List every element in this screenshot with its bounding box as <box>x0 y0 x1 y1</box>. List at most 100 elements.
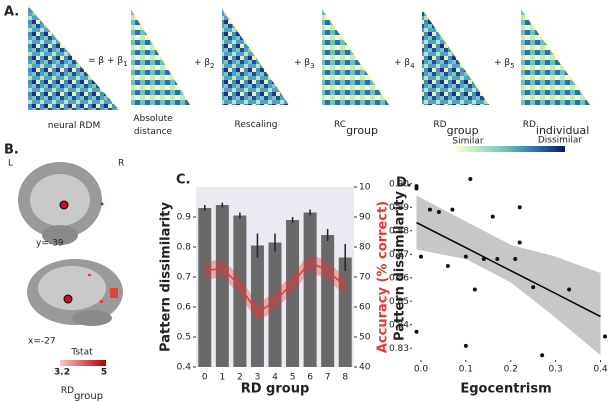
subscript: 2 <box>210 62 214 70</box>
y-tick-label: 0.6 <box>177 303 192 313</box>
page: A.neural RDMAbsolutedistanceRescalingRCg… <box>0 0 611 402</box>
y-tick-label: 0.90 <box>389 179 409 189</box>
x-axis-title: Egocentrism <box>460 382 551 397</box>
text-part: = β + β <box>88 56 123 66</box>
point <box>567 288 571 292</box>
x-tick-label: 0.1 <box>459 365 473 375</box>
operator: + β2 <box>194 58 215 71</box>
x-tick-label: 7 <box>325 373 331 383</box>
point <box>414 330 418 334</box>
x-tick-label: 0.0 <box>414 365 429 375</box>
x-tick-label: 0.3 <box>548 365 562 375</box>
bar <box>216 205 229 367</box>
text-part: + β <box>294 58 310 68</box>
matrix-label: Rescaling <box>235 120 278 130</box>
text-line: distance <box>134 127 173 137</box>
hemisphere-label: R <box>118 159 124 169</box>
y2-tick-label: 60 <box>359 303 371 313</box>
operator: + β5 <box>494 58 515 71</box>
point <box>482 257 486 261</box>
colorbar-tick: 5 <box>101 368 107 378</box>
bar <box>321 235 334 367</box>
x-tick-label: 8 <box>342 373 348 383</box>
y-axis-title: Pattern dissimilarity <box>159 202 174 352</box>
point <box>419 255 423 259</box>
panel-label: A. <box>4 5 19 20</box>
point <box>518 205 522 209</box>
panel-label: C. <box>176 173 190 188</box>
point <box>450 208 454 212</box>
subscript: 3 <box>310 62 314 70</box>
colorbar-label: Dissimilar <box>538 136 583 146</box>
subscript: 1 <box>123 60 127 68</box>
point <box>531 285 535 289</box>
matrix-label: RDgroup <box>433 120 478 137</box>
text-line: Rescaling <box>235 120 278 130</box>
text-part: + β <box>394 58 410 68</box>
point <box>437 210 441 214</box>
matrix-label: RDindividual <box>523 120 590 137</box>
point <box>446 264 450 268</box>
text-line: RD <box>523 120 536 130</box>
x-tick-label: 0 <box>202 373 208 383</box>
x-tick-label: 0.4 <box>593 365 608 375</box>
text-line: RD <box>433 120 446 130</box>
confidence-band <box>416 196 600 356</box>
y-tick-label: 0.8 <box>177 243 192 253</box>
text-line: Absolute <box>133 114 173 124</box>
point <box>513 257 517 261</box>
y-tick-label: 0.9 <box>177 213 192 223</box>
panel-label: B. <box>4 143 19 158</box>
operator: + β4 <box>394 58 415 71</box>
figure: A.neural RDMAbsolutedistanceRescalingRCg… <box>0 0 611 402</box>
similarity-colorbar <box>455 146 565 152</box>
y-tick-label: 0.83 <box>389 344 409 354</box>
y2-tick-label: 80 <box>359 243 371 253</box>
text-line: RC <box>334 120 346 130</box>
colorbar-label: Similar <box>452 137 483 147</box>
point <box>603 335 607 339</box>
point <box>491 215 495 219</box>
bar <box>198 208 211 367</box>
point <box>473 288 477 292</box>
y2-tick-label: 90 <box>359 213 371 223</box>
point <box>464 344 468 348</box>
brain-images <box>18 162 123 366</box>
caption: RDgroup <box>61 386 103 402</box>
y2-tick-label: 40 <box>359 363 371 373</box>
y-tick-label: 0.5 <box>177 333 191 343</box>
matrix-label: neural RDM <box>48 121 100 131</box>
text-part: + β <box>494 58 510 68</box>
x-tick-label: 1 <box>219 373 225 383</box>
matrix-label: Absolute distance <box>133 114 173 137</box>
operator: = β + β1 <box>88 56 128 69</box>
subscript: group <box>74 391 103 402</box>
point <box>540 353 544 357</box>
subscript: 5 <box>510 62 514 70</box>
matrix-label: RCgroup <box>334 120 378 137</box>
point <box>414 186 418 190</box>
subscript: group <box>447 124 479 137</box>
hemisphere-label: L <box>8 159 13 169</box>
y2-tick-label: 70 <box>359 273 371 283</box>
y-tick-label: 0.4 <box>177 363 192 373</box>
y2-tick-label: 10 <box>359 183 371 193</box>
text-line: neural RDM <box>48 121 100 131</box>
subscript: 4 <box>410 62 415 70</box>
bar <box>304 213 317 368</box>
operator: + β3 <box>294 58 315 71</box>
text-part: + β <box>194 58 210 68</box>
x-tick-label: 0.2 <box>504 365 518 375</box>
colorbar-tick: 3.2 <box>54 368 70 378</box>
y-tick-label: 0.7 <box>177 273 191 283</box>
colorbar-title: Tstat <box>70 348 93 358</box>
point <box>464 255 468 259</box>
point <box>468 177 472 181</box>
x-axis-title: RD group <box>241 382 310 397</box>
slice-coord: x=-27 <box>28 337 56 347</box>
text-part: RD <box>61 386 74 396</box>
point <box>428 208 432 212</box>
y2-tick-label: 50 <box>359 333 371 343</box>
point <box>518 241 522 245</box>
slice-coord: y=-39 <box>36 239 64 249</box>
